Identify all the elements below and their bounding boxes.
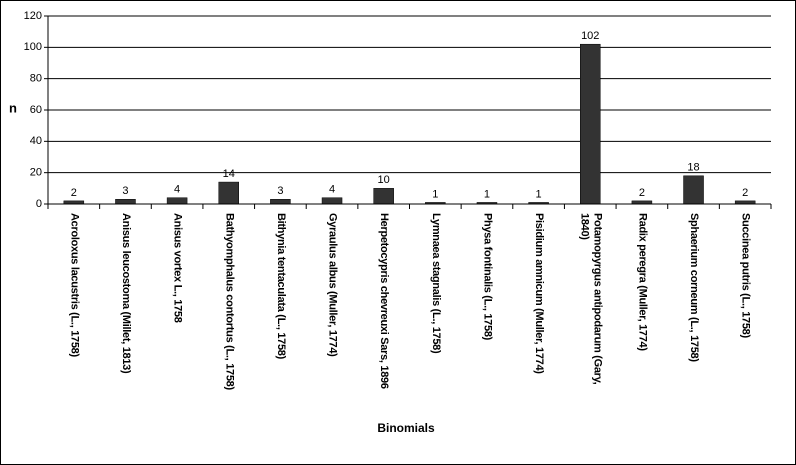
value-label: 1 [484,188,490,200]
bar [580,43,601,205]
y-tick-label: 100 [24,41,42,53]
bar [166,197,188,205]
x-tick-label: Bithynia tentaculata (L., 1758) [274,213,287,359]
x-tick-label: Anisus leucostoma (Millet, 1813) [119,213,132,374]
y-tick-label: 0 [36,198,42,210]
x-tick-label: Acroloxus lacustris (L., 1758) [68,213,81,357]
y-tick-label: 120 [24,10,42,22]
bar [270,199,291,205]
value-label: 2 [742,187,748,199]
value-label: 1 [536,188,542,200]
value-label: 1 [432,188,438,200]
y-tick-label: 40 [30,135,42,147]
x-tick-label: Potamopyrgus antipodarum (Gary, 1840) [578,213,604,385]
x-tick-label: Gyraulus albus (Muller, 1774) [326,213,339,357]
value-label: 18 [687,162,699,174]
value-label: 2 [639,187,645,199]
value-label: 4 [174,184,180,196]
x-tick-label: Herpetocypris chevreuxi Sars, 1896 [378,213,391,389]
x-tick-label: Bathyomphalus contortus (L., 1758) [223,213,236,390]
value-label: 3 [122,185,128,197]
x-tick-label: Physa fontinalis (L., 1758) [481,213,494,340]
y-tick-label: 20 [30,167,42,179]
x-tick-label: Succinea putris (L., 1758) [739,213,752,338]
value-label: 14 [223,168,235,180]
bar [321,197,343,205]
x-axis-label: Binomials [377,421,435,435]
x-tick-label: Radix peregra (Muller, 1774) [636,213,649,351]
value-label: 4 [329,184,335,196]
x-tick-label: Sphaerium corneum (L., 1758) [688,213,701,362]
x-tick-label: Lymnaea stagnalis (L., 1758) [429,213,442,354]
value-label: 102 [581,30,599,42]
bar [115,199,136,205]
y-tick-label: 60 [30,104,42,116]
x-tick-label: Anisus vortex L., 1758 [171,213,184,323]
bar [218,181,239,205]
x-tick-label: Pisidium amnicum (Muller, 1774) [533,213,546,374]
value-label: 3 [277,185,283,197]
y-tick-label: 80 [30,73,42,85]
bar [373,188,394,205]
y-axis-label: n [9,100,17,115]
value-label: 10 [378,174,390,186]
value-label: 2 [71,187,77,199]
bar [683,175,704,205]
